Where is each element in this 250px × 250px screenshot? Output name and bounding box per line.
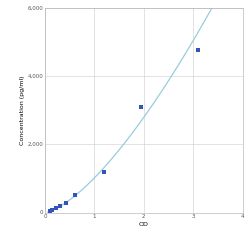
Point [196,48,200,52]
X-axis label: OD: OD [139,222,149,227]
Point [64,201,68,205]
Point [48,210,52,214]
Point [58,204,62,208]
Point [102,170,106,173]
Point [72,194,76,198]
Point [50,208,54,212]
Point [139,104,143,108]
Point [54,206,58,210]
Y-axis label: Concentration (pg/ml): Concentration (pg/ml) [20,75,25,145]
